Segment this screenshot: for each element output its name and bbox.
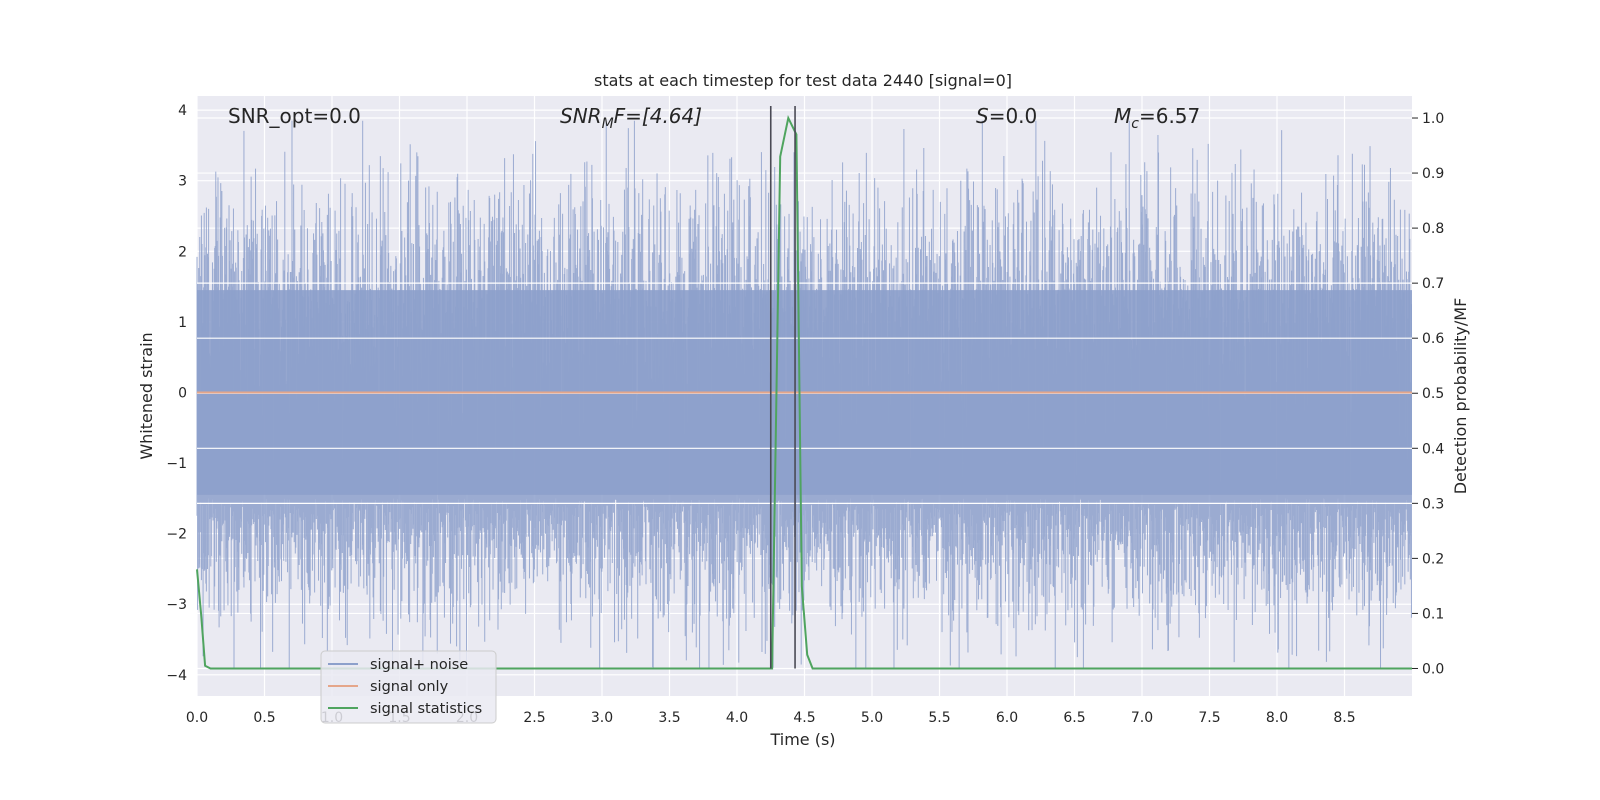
x-axis-label: Time (s) bbox=[769, 730, 835, 749]
legend-box bbox=[320, 650, 497, 724]
line-signal-statistics bbox=[196, 114, 1412, 670]
y-left-tick-label-6: 2 bbox=[178, 244, 187, 260]
annotation-snr-mf: SNRMF=[4.64] bbox=[560, 104, 702, 132]
legend-label-signal-noise: signal+ noise bbox=[370, 657, 468, 673]
y-axis-left-label: Whitened strain bbox=[137, 332, 156, 459]
x-tick-label-7: 3.5 bbox=[658, 710, 680, 726]
x-tick-label-10: 5.0 bbox=[861, 710, 883, 726]
x-tick-label-12: 6.0 bbox=[996, 710, 1018, 726]
y-right-tick-label-1: 0.1 bbox=[1422, 606, 1444, 622]
annotation-snr-opt: SNR_opt=0.0 bbox=[228, 104, 361, 128]
x-tick-label-9: 4.5 bbox=[793, 710, 815, 726]
x-tick-label-0: 0.0 bbox=[186, 710, 208, 726]
x-tick-label-16: 8.0 bbox=[1266, 710, 1288, 726]
y-left-tick-label-1: −3 bbox=[166, 597, 187, 613]
legend-label-signal-statistics: signal statistics bbox=[370, 701, 482, 717]
y-right-tick-label-7: 0.7 bbox=[1422, 276, 1444, 292]
y-left-tick-label-7: 3 bbox=[178, 174, 187, 190]
x-tick-label-15: 7.5 bbox=[1198, 710, 1220, 726]
x-tick-label-6: 3.0 bbox=[591, 710, 613, 726]
y-right-tick-label-10: 1.0 bbox=[1422, 111, 1444, 127]
series-lines bbox=[196, 114, 1412, 670]
x-tick-label-17: 8.5 bbox=[1333, 710, 1355, 726]
x-tick-label-13: 6.5 bbox=[1063, 710, 1085, 726]
y-left-tick-label-4: 0 bbox=[178, 385, 187, 401]
y-right-tick-label-2: 0.2 bbox=[1422, 551, 1444, 567]
y-left-tick-label-8: 4 bbox=[178, 103, 187, 119]
x-tick-label-1: 0.5 bbox=[253, 710, 275, 726]
y-right-tick-label-0: 0.0 bbox=[1422, 661, 1444, 677]
y-right-tick-label-5: 0.5 bbox=[1422, 386, 1444, 402]
annotation-mc: Mc=6.57 bbox=[1114, 104, 1200, 132]
legend-label-signal-only: signal only bbox=[370, 679, 449, 695]
annotation-s: S=0.0 bbox=[976, 104, 1037, 128]
legend: signal+ noise signal only signal statist… bbox=[320, 650, 497, 724]
x-tick-label-8: 4.0 bbox=[726, 710, 748, 726]
y-right-tick-label-9: 0.9 bbox=[1422, 166, 1444, 182]
y-right-tick-label-6: 0.6 bbox=[1422, 331, 1444, 347]
y-right-tick-label-3: 0.3 bbox=[1422, 496, 1444, 512]
chart-title: stats at each timestep for test data 244… bbox=[594, 71, 1012, 90]
y-left-tick-label-0: −4 bbox=[166, 668, 187, 684]
y-left-tick-label-2: −2 bbox=[166, 527, 187, 543]
x-tick-label-5: 2.5 bbox=[523, 710, 545, 726]
y-left-tick-label-3: −1 bbox=[166, 456, 187, 472]
y-left-tick-label-5: 1 bbox=[178, 315, 187, 331]
x-tick-label-14: 7.0 bbox=[1131, 710, 1153, 726]
y-axis-right-label: Detection probability/MF bbox=[1451, 298, 1470, 495]
y-right-tick-label-4: 0.4 bbox=[1422, 441, 1444, 457]
vertical-markers bbox=[769, 106, 796, 669]
x-tick-label-11: 5.5 bbox=[928, 710, 950, 726]
y-right-tick-label-8: 0.8 bbox=[1422, 221, 1444, 237]
